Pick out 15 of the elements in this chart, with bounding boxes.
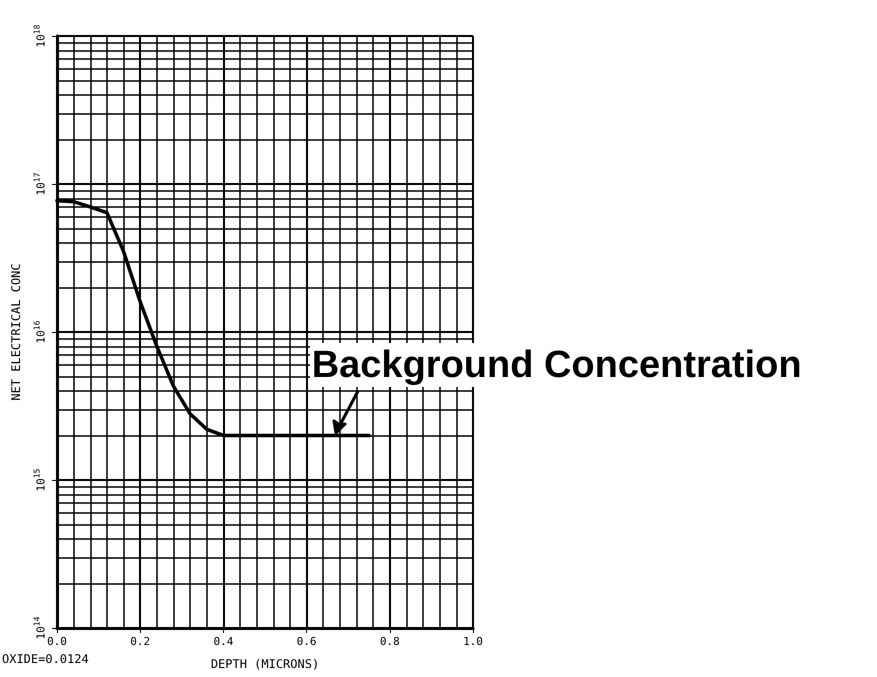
- x-tick-label: 0.4: [213, 635, 234, 648]
- x-tick-label: 0.2: [130, 635, 150, 648]
- x-axis-title: DEPTH (MICRONS): [210, 657, 320, 671]
- y-tick-label: 1017: [32, 172, 48, 196]
- x-tick-label: 1.0: [463, 635, 483, 648]
- y-tick-label: 1015: [32, 468, 48, 492]
- y-tick-label: 1016: [32, 320, 48, 344]
- x-tick-label: 0.8: [380, 635, 400, 648]
- text: OXIDE=0.0124: [2, 652, 89, 666]
- annotation: Background Concentration: [310, 343, 804, 388]
- y-tick-label: 1018: [32, 24, 48, 48]
- y-axis-title: NET ELECTRICAL CONC: [9, 263, 23, 401]
- x-tick-label: 0.0: [47, 635, 67, 648]
- x-tick-label: 0.6: [296, 635, 317, 648]
- y-tick-label: 1014: [32, 616, 48, 640]
